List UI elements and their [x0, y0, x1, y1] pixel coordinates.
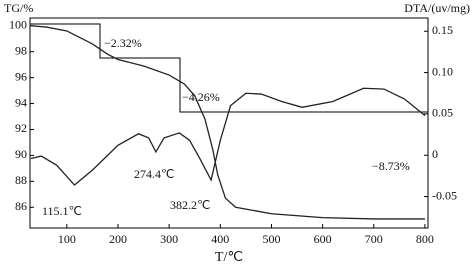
data-line: [30, 87, 426, 186]
x-tick-label: 800: [416, 232, 434, 246]
x-tick-label: 100: [58, 232, 76, 246]
y2-tick-label: 0.05: [432, 106, 453, 120]
y-tick-label: 100: [9, 18, 27, 32]
y2-tick-label: 0.15: [432, 23, 453, 37]
x-tick-label: 600: [314, 232, 332, 246]
y-tick-label: 98: [15, 43, 27, 57]
annotation: 115.1℃: [42, 204, 82, 218]
y-axis-label: TG/%: [4, 1, 33, 15]
x-axis-label: T/℃: [215, 250, 243, 265]
x-tick-label: 500: [262, 232, 280, 246]
x-tick-label: 400: [211, 232, 229, 246]
y2-tick-label: 0: [432, 147, 438, 161]
y2-axis-label: DTA/(uv/mg): [404, 1, 470, 15]
y-tick-label: 96: [15, 69, 27, 83]
y-tick-label: 92: [15, 121, 27, 135]
x-tick-label: 700: [365, 232, 383, 246]
y-tick-label: 86: [15, 199, 27, 213]
y2-tick-label: 0.10: [432, 64, 453, 78]
annotation: 382.2℃: [170, 198, 210, 212]
y-tick-label: 90: [15, 147, 27, 161]
y2-tick-label: -0.05: [432, 188, 457, 202]
annotation: −4.26%: [182, 90, 220, 104]
annotation: −2.32%: [104, 36, 142, 50]
data-line: [30, 25, 425, 220]
annotation: −8.73%: [372, 159, 410, 173]
annotation: 274.4℃: [134, 167, 174, 181]
step-lines: [30, 23, 428, 113]
plot-frame: [29, 17, 429, 229]
y-tick-label: 88: [15, 173, 27, 187]
x-tick-label: 200: [109, 232, 127, 246]
y-tick-label: 94: [15, 95, 27, 109]
x-tick-label: 300: [160, 232, 178, 246]
